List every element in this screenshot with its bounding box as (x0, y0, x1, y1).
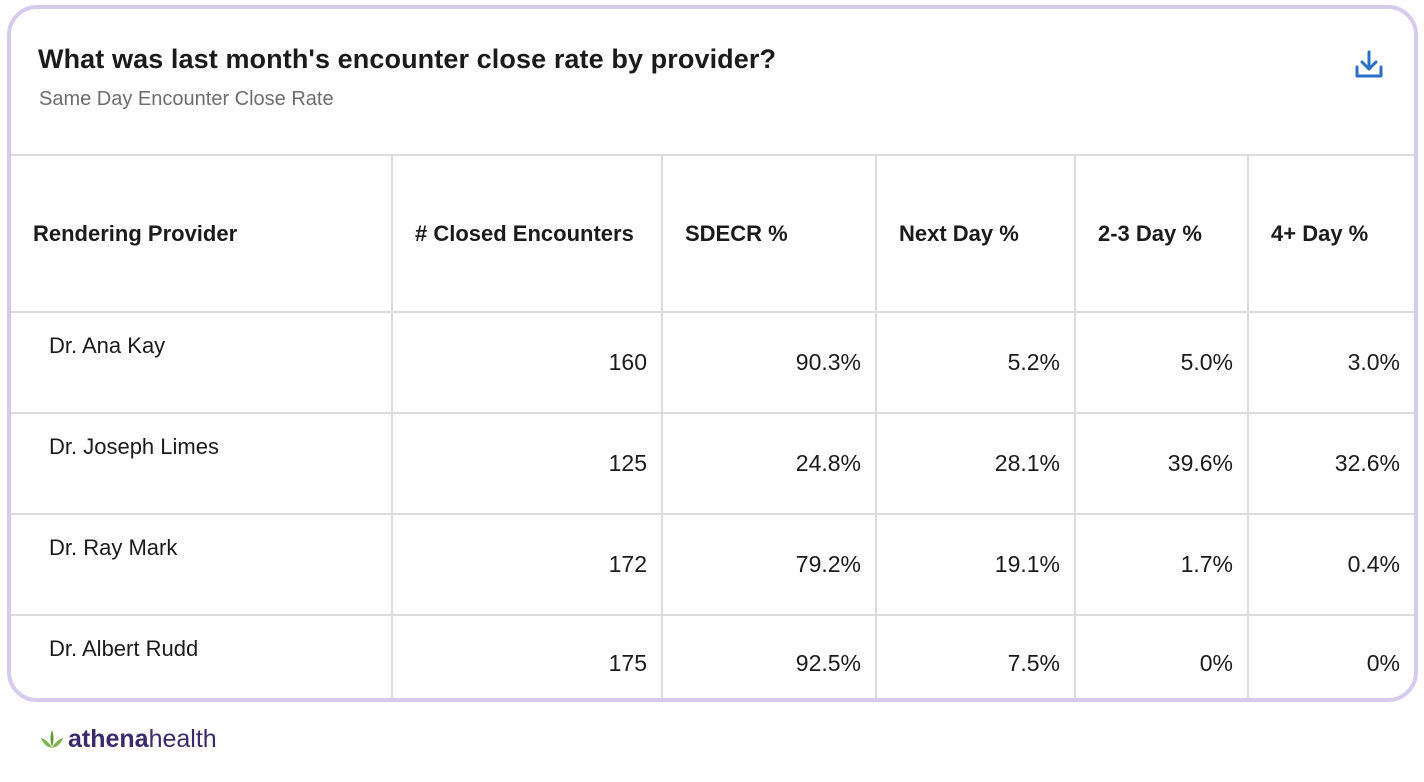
athenahealth-logo: athena health (40, 722, 217, 756)
provider-name: Dr. Ray Mark (11, 513, 392, 615)
table-header-row: Rendering Provider # Closed Encounters S… (11, 154, 1414, 312)
four-plus-day-cell: 0.4% (1247, 513, 1414, 615)
column-header-sdecr[interactable]: SDECR % (661, 154, 876, 312)
next-day-cell: 5.2% (875, 311, 1075, 413)
card-subtitle: Same Day Encounter Close Rate (39, 88, 334, 110)
table-row: Dr. Ana Kay 160 90.3% 5.2% 5.0% 3.0% (11, 311, 1414, 413)
column-header-provider[interactable]: Rendering Provider (11, 154, 392, 312)
column-header-2-3-day[interactable]: 2-3 Day % (1074, 154, 1248, 312)
brand-name-bold: athena (68, 724, 149, 753)
next-day-cell: 7.5% (875, 614, 1075, 698)
four-plus-day-cell: 32.6% (1247, 412, 1414, 514)
provider-name: Dr. Albert Rudd (11, 614, 392, 698)
sdecr-cell: 79.2% (661, 513, 876, 615)
table-row: Dr. Joseph Limes 125 24.8% 28.1% 39.6% 3… (11, 412, 1414, 514)
next-day-cell: 28.1% (875, 412, 1075, 514)
two-three-day-cell: 1.7% (1074, 513, 1248, 615)
leaf-logo-icon (41, 730, 63, 748)
column-header-closed-encounters[interactable]: # Closed Encounters (391, 154, 662, 312)
sdecr-cell: 90.3% (661, 311, 876, 413)
next-day-cell: 19.1% (875, 513, 1075, 615)
report-card: What was last month's encounter close ra… (7, 5, 1418, 702)
card-title: What was last month's encounter close ra… (38, 44, 777, 74)
download-button[interactable] (1349, 47, 1389, 83)
two-three-day-cell: 0% (1074, 614, 1248, 698)
provider-table: Rendering Provider # Closed Encounters S… (11, 154, 1414, 698)
sdecr-cell: 24.8% (661, 412, 876, 514)
closed-encounters-cell: 160 (391, 311, 662, 413)
provider-name: Dr. Ana Kay (11, 311, 392, 413)
two-three-day-cell: 39.6% (1074, 412, 1248, 514)
four-plus-day-cell: 0% (1247, 614, 1414, 698)
brand-name-light: health (148, 724, 217, 753)
table-row: Dr. Albert Rudd 175 92.5% 7.5% 0% 0% (11, 614, 1414, 698)
download-icon (1355, 50, 1383, 78)
provider-name: Dr. Joseph Limes (11, 412, 392, 514)
sdecr-cell: 92.5% (661, 614, 876, 698)
table-row: Dr. Ray Mark 172 79.2% 19.1% 1.7% 0.4% (11, 513, 1414, 615)
closed-encounters-cell: 175 (391, 614, 662, 698)
two-three-day-cell: 5.0% (1074, 311, 1248, 413)
four-plus-day-cell: 3.0% (1247, 311, 1414, 413)
column-header-next-day[interactable]: Next Day % (875, 154, 1075, 312)
closed-encounters-cell: 125 (391, 412, 662, 514)
column-header-4-plus-day[interactable]: 4+ Day % (1247, 154, 1414, 312)
closed-encounters-cell: 172 (391, 513, 662, 615)
